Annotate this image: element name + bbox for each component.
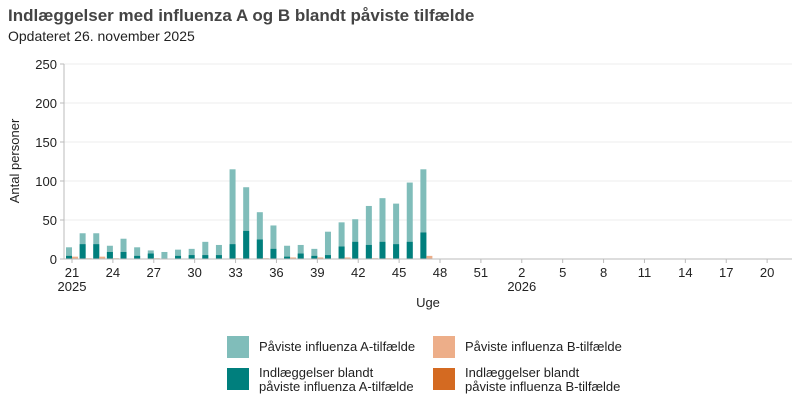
bar-a-admitted xyxy=(256,239,263,259)
legend-item-b-detected[interactable]: Påviste influenza B-tilfælde xyxy=(433,336,633,358)
x-tick-label: 17 xyxy=(719,265,733,280)
bar-a-detected xyxy=(352,219,359,259)
bar-a-admitted xyxy=(229,244,236,259)
bar-a-detected xyxy=(379,198,386,259)
bar-a-admitted xyxy=(188,255,195,259)
x-tick-label: 39 xyxy=(310,265,324,280)
bar-a-detected xyxy=(120,238,127,259)
x-tick-label: 21 xyxy=(65,265,79,280)
bar-a-detected xyxy=(324,231,331,259)
bar-a-admitted xyxy=(215,255,222,259)
bar-a-admitted xyxy=(66,255,72,259)
bar-a-detected xyxy=(175,249,182,259)
gridlines xyxy=(64,63,792,221)
bar-a-detected xyxy=(270,225,277,259)
x-tick-label: 45 xyxy=(392,265,406,280)
bar-a-admitted xyxy=(352,241,359,259)
y-tick-label: 150 xyxy=(35,135,57,150)
x-tick-label: 5 xyxy=(559,265,566,280)
bar-a-detected xyxy=(161,251,168,259)
bar-b-detected xyxy=(344,257,351,259)
legend-item-b-admitted[interactable]: Indlæggelser blandt påviste influenza B-… xyxy=(433,366,633,394)
chart-title: Indlæggelser med influenza A og B blandt… xyxy=(8,6,475,25)
bar-b-detected xyxy=(72,256,78,259)
x-tick-label: 42 xyxy=(351,265,365,280)
x-tick-label: 2 xyxy=(518,265,525,280)
bar-a-detected xyxy=(215,244,222,259)
bar-a-detected xyxy=(256,212,263,259)
bar-a-detected xyxy=(338,222,345,259)
y-tick-label: 50 xyxy=(43,213,57,228)
y-tick-label: 100 xyxy=(35,174,57,189)
x-tick-label: 30 xyxy=(187,265,201,280)
legend-item-a-detected[interactable]: Påviste influenza A-tilfælde xyxy=(227,336,433,358)
x-tick-label: 33 xyxy=(228,265,242,280)
bar-b-detected xyxy=(317,257,324,259)
bar-a-admitted xyxy=(406,241,413,259)
bar-a-detected xyxy=(297,244,304,259)
y-tick-label: 0 xyxy=(50,252,57,267)
legend-swatch xyxy=(227,368,249,390)
bar-a-admitted xyxy=(365,244,372,259)
x-tick-label: 8 xyxy=(600,265,607,280)
bar-a-admitted xyxy=(134,255,141,259)
x-tick-label: 48 xyxy=(433,265,447,280)
bar-a-admitted xyxy=(284,256,291,259)
x-tick-year: 2026 xyxy=(507,279,536,294)
x-tick-label: 24 xyxy=(106,265,120,280)
bar-a-admitted xyxy=(338,246,345,259)
bar-b-detected xyxy=(290,257,297,259)
legend-swatch xyxy=(433,336,455,358)
bar-a-admitted xyxy=(79,244,86,259)
bar-a-detected xyxy=(66,247,72,259)
bars xyxy=(66,169,433,259)
y-axis-label: Antal personer xyxy=(7,118,22,203)
bar-a-detected xyxy=(406,182,413,259)
bar-a-admitted xyxy=(393,244,400,259)
x-tick-label: 51 xyxy=(474,265,488,280)
bar-b-detected xyxy=(426,255,433,259)
bar-a-detected xyxy=(202,241,209,259)
bar-a-admitted xyxy=(243,230,250,259)
y-tick-label: 200 xyxy=(35,96,57,111)
bar-a-admitted xyxy=(379,241,386,259)
bar-a-detected xyxy=(134,247,141,259)
bar-a-detected xyxy=(284,245,291,259)
bar-a-admitted xyxy=(120,251,127,259)
bar-a-admitted xyxy=(311,255,318,259)
x-tick-label: 11 xyxy=(638,265,652,280)
bar-a-detected xyxy=(243,187,250,259)
bar-a-admitted xyxy=(297,253,304,259)
bar-a-detected xyxy=(365,205,372,259)
legend-swatch xyxy=(227,336,249,358)
bar-a-admitted xyxy=(106,251,113,259)
y-tick-label: 250 xyxy=(35,57,57,72)
bar-b-detected xyxy=(99,256,106,259)
x-tick-year: 2025 xyxy=(58,279,87,294)
x-tick-label: 36 xyxy=(269,265,283,280)
x-tick-label: 27 xyxy=(147,265,161,280)
x-tick-label: 14 xyxy=(678,265,692,280)
legend-item-a-admitted[interactable]: Indlæggelser blandt påviste influenza A-… xyxy=(227,366,433,394)
bar-a-detected xyxy=(188,248,195,259)
bar-a-admitted xyxy=(147,253,154,259)
bar-a-admitted xyxy=(270,248,277,259)
bar-a-admitted xyxy=(324,255,331,259)
x-axis-label: Uge xyxy=(416,295,440,310)
chart-subtitle: Opdateret 26. november 2025 xyxy=(8,28,195,44)
bar-a-admitted xyxy=(420,232,427,259)
bar-a-admitted xyxy=(175,255,182,259)
bar-a-detected xyxy=(393,203,400,259)
legend-swatch xyxy=(433,368,455,390)
bar-a-detected xyxy=(420,169,427,259)
bar-a-detected xyxy=(229,169,236,259)
bar-a-admitted xyxy=(202,255,209,259)
bar-a-detected xyxy=(311,248,318,259)
x-tick-label: 20 xyxy=(760,265,774,280)
bar-a-admitted xyxy=(93,244,100,259)
legend: Påviste influenza A-tilfælde Påviste inf… xyxy=(227,336,633,394)
